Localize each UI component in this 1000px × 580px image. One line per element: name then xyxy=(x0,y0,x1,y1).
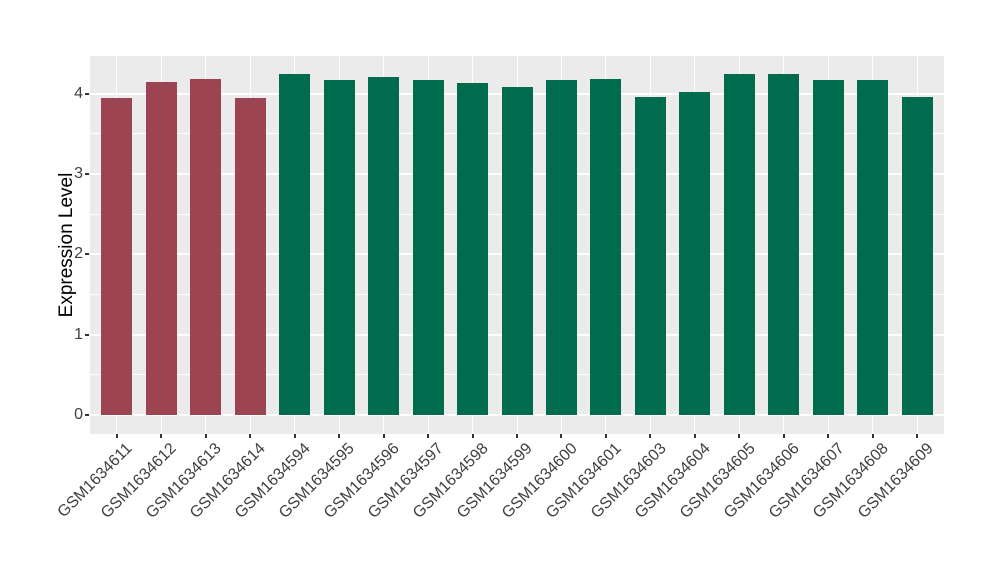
y-tick-label-0: 0 xyxy=(74,406,83,424)
x-tick-mark xyxy=(427,434,430,438)
x-tick-label-GSM1634611: GSM1634611 xyxy=(54,440,136,521)
x-tick-mark xyxy=(827,434,830,438)
x-tick-mark xyxy=(204,434,207,438)
bar-GSM1634601 xyxy=(590,79,622,416)
y-tick-mark-4 xyxy=(85,92,89,95)
x-tick-mark xyxy=(249,434,252,438)
bar-GSM1634607 xyxy=(812,80,844,416)
bar-GSM1634596 xyxy=(368,76,400,416)
x-tick-mark xyxy=(693,434,696,438)
bar-GSM1634595 xyxy=(323,80,355,416)
y-tick-label-4: 4 xyxy=(74,84,83,102)
x-tick-mark xyxy=(560,434,563,438)
x-tick-mark xyxy=(782,434,785,438)
x-tick-mark xyxy=(604,434,607,438)
y-tick-label-1: 1 xyxy=(74,325,83,343)
x-tick-mark xyxy=(115,434,118,438)
bar-GSM1634600 xyxy=(545,80,577,416)
bar-GSM1634599 xyxy=(501,87,533,416)
x-tick-mark xyxy=(871,434,874,438)
bar-GSM1634608 xyxy=(857,80,889,416)
bar-GSM1634603 xyxy=(634,96,666,416)
y-tick-label-3: 3 xyxy=(74,165,83,183)
y-tick-mark-0 xyxy=(85,414,89,417)
bar-GSM1634606 xyxy=(768,74,800,416)
x-tick-mark xyxy=(649,434,652,438)
bar-GSM1634605 xyxy=(723,74,755,416)
plot-panel xyxy=(90,56,944,434)
x-tick-mark xyxy=(293,434,296,438)
x-tick-mark xyxy=(516,434,518,438)
y-tick-mark-3 xyxy=(85,173,89,176)
bar-GSM1634614 xyxy=(234,97,266,416)
x-tick-mark xyxy=(471,434,474,438)
bar-GSM1634598 xyxy=(457,83,489,416)
bar-GSM1634594 xyxy=(279,73,311,416)
x-tick-mark xyxy=(738,434,741,438)
bar-GSM1634611 xyxy=(101,97,133,416)
x-tick-mark xyxy=(916,434,919,438)
y-tick-label-2: 2 xyxy=(74,245,83,263)
bar-GSM1634609 xyxy=(901,96,933,416)
y-tick-mark-2 xyxy=(85,253,89,256)
bar-GSM1634597 xyxy=(412,80,444,416)
x-tick-mark xyxy=(382,434,385,438)
x-tick-mark xyxy=(160,434,163,438)
bar-GSM1634612 xyxy=(145,81,177,416)
x-tick-mark xyxy=(338,434,341,438)
y-tick-mark-1 xyxy=(85,333,89,336)
bar-GSM1634604 xyxy=(679,92,711,416)
bar-GSM1634613 xyxy=(190,79,222,416)
